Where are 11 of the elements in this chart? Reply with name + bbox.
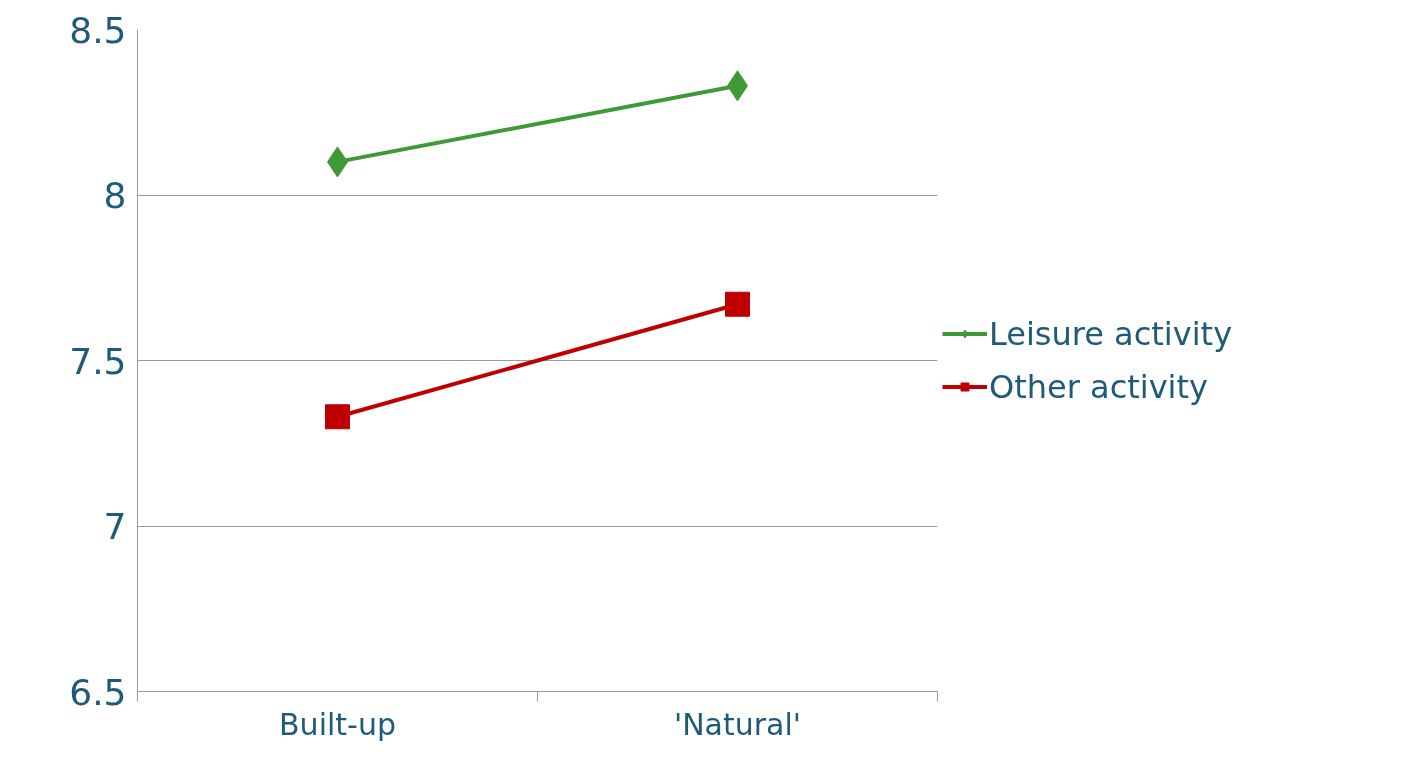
x-tick-label: Built-up [279, 706, 396, 742]
y-tick-label: 8 [103, 175, 127, 216]
legend-label: Other activity [989, 367, 1208, 406]
x-tick-label: 'Natural' [673, 706, 802, 742]
y-tick-label: 7.5 [69, 340, 127, 382]
point [325, 404, 350, 430]
legend-label: Leisure activity [989, 314, 1233, 353]
y-tick-label: 7 [103, 506, 127, 547]
point [725, 291, 750, 317]
y-tick-label: 6.5 [69, 671, 127, 713]
y-tick-label: 8.5 [69, 9, 127, 51]
